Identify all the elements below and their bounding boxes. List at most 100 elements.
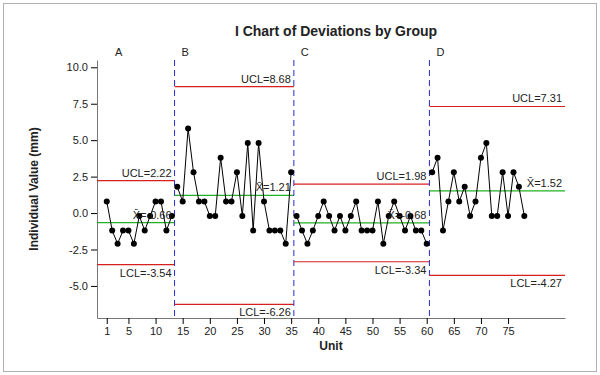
x-tick: 35 (286, 318, 298, 337)
center-line (175, 195, 294, 196)
x-tick-label: 75 (502, 325, 514, 337)
x-tick-label: 10 (150, 325, 162, 337)
data-point (348, 213, 354, 219)
lcl-label: LCL=-3.34 (375, 264, 427, 276)
x-tick: 5 (126, 318, 132, 337)
data-point (402, 228, 408, 234)
ucl-label: UCL=2.22 (122, 167, 172, 179)
data-point (521, 213, 527, 219)
data-point (478, 155, 484, 161)
x-tick: 1 (104, 318, 110, 337)
center-label: X̄=-0.68 (388, 209, 427, 221)
y-tick-label: 10.0 (67, 61, 88, 73)
data-point (462, 184, 468, 190)
ucl-label: UCL=7.31 (512, 92, 562, 104)
center-line (429, 190, 565, 191)
annotations: UCL=2.22X̄=-0.66LCL=-3.54AUCL=8.68X̄=1.2… (115, 46, 562, 318)
stage-divider (174, 60, 175, 318)
x-tick: 60 (421, 318, 433, 337)
data-point (435, 155, 441, 161)
x-tick-label: 25 (231, 325, 243, 337)
data-point (516, 184, 522, 190)
y-tick: 5.0 (73, 134, 97, 146)
y-tick: -5.0 (69, 280, 97, 292)
x-axis-line (98, 318, 566, 319)
x-tick-mark (508, 318, 509, 324)
stage-label: B (182, 46, 189, 58)
stage-label: A (115, 46, 123, 58)
data-point (424, 241, 430, 247)
x-axis-title: Unit (319, 339, 342, 353)
chart: I Chart of Deviations by Group1510152025… (0, 0, 600, 375)
lcl-line (175, 304, 294, 305)
x-tick: 70 (475, 318, 487, 337)
data-point (234, 169, 240, 175)
x-tick-label: 5 (126, 325, 132, 337)
lcl-line (429, 275, 565, 276)
data-point (245, 140, 251, 146)
data-point (153, 198, 159, 204)
x-tick-label: 35 (286, 325, 298, 337)
x-tick-label: 70 (475, 325, 487, 337)
data-point (207, 213, 213, 219)
x-tick-mark (291, 318, 292, 324)
data-point (120, 228, 126, 234)
x-tick-mark (427, 318, 428, 324)
data-point (158, 198, 164, 204)
data-point (451, 169, 457, 175)
marks (97, 60, 565, 318)
lcl-line (97, 264, 175, 265)
data-point (212, 213, 218, 219)
data-point (239, 213, 245, 219)
data-point (440, 228, 446, 234)
data-point (304, 241, 310, 247)
data-point (131, 241, 137, 247)
y-tick-mark (91, 286, 97, 287)
x-tick: 65 (448, 318, 460, 337)
stage-label: D (436, 46, 444, 58)
data-point (494, 213, 500, 219)
series-line (107, 201, 172, 243)
data-point (218, 155, 224, 161)
center-label: X̄=1.21 (256, 181, 291, 193)
x-tick-label: 40 (313, 325, 325, 337)
data-point (299, 228, 305, 234)
data-point (456, 198, 462, 204)
data-point (364, 228, 370, 234)
data-point (467, 213, 473, 219)
data-point (391, 198, 397, 204)
y-tick: 10.0 (67, 61, 97, 73)
data-point (510, 169, 516, 175)
stage-divider (293, 60, 294, 318)
y-tick: -2.5 (69, 244, 97, 256)
data-point (321, 198, 327, 204)
series-line (297, 201, 427, 243)
x-tick-mark (372, 318, 373, 324)
data-point (353, 198, 359, 204)
data-point (359, 228, 365, 234)
y-tick-label: 2.5 (73, 171, 88, 183)
x-tick-label: 65 (448, 325, 460, 337)
y-tick-label: -5.0 (69, 280, 88, 292)
x-tick: 20 (204, 318, 216, 337)
data-point (500, 169, 506, 175)
y-tick-mark (91, 177, 97, 178)
x-tick-mark (264, 318, 265, 324)
data-point (180, 198, 186, 204)
data-point (272, 228, 278, 234)
x-tick-mark (454, 318, 455, 324)
y-tick-mark (91, 104, 97, 105)
data-point (250, 228, 256, 234)
x-tick-mark (318, 318, 319, 324)
ucl-label: UCL=1.98 (377, 170, 427, 182)
data-point (196, 198, 202, 204)
x-tick-label: 60 (421, 325, 433, 337)
data-point (505, 213, 511, 219)
y-tick: 2.5 (73, 171, 97, 183)
x-tick-label: 55 (394, 325, 406, 337)
y-tick-label: 5.0 (73, 134, 88, 146)
data-point (429, 169, 435, 175)
center-label: X̄=1.52 (527, 177, 562, 189)
x-tick: 15 (177, 318, 189, 337)
x-tick-mark (210, 318, 211, 324)
